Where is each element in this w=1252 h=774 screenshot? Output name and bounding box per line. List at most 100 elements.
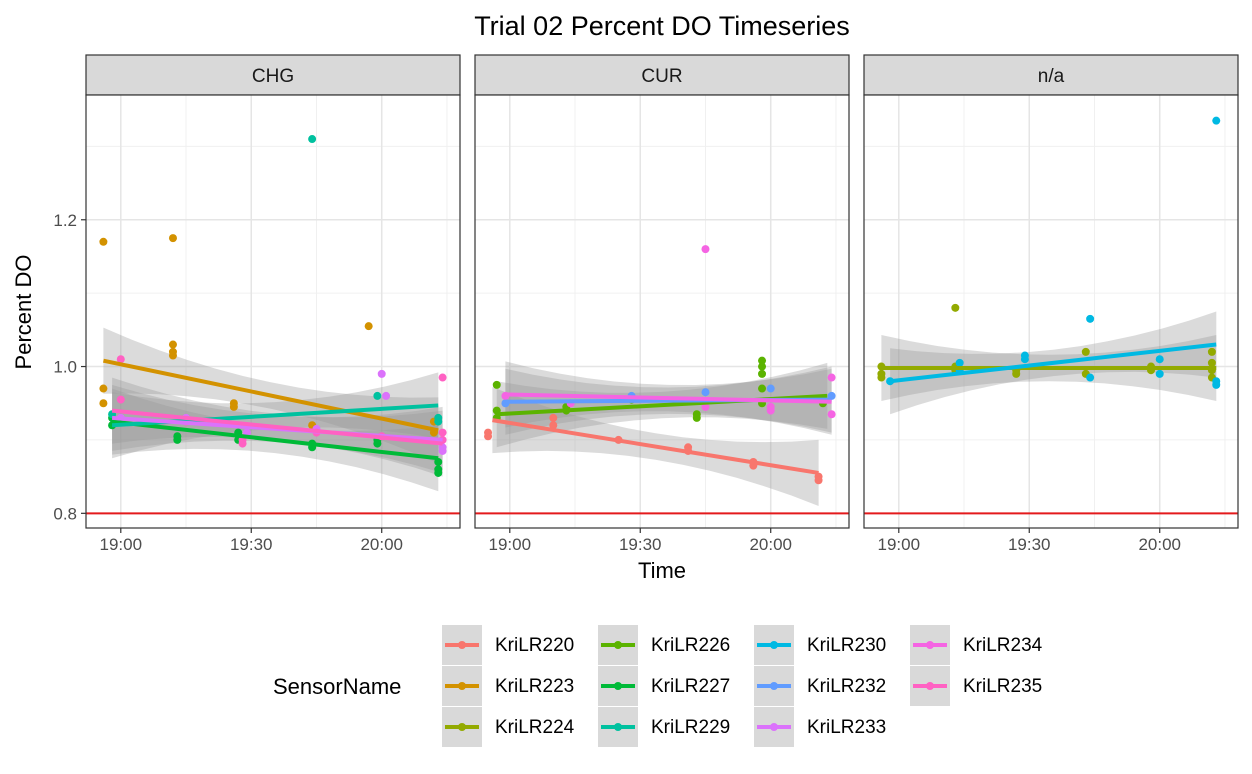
data-point-KriLR223 (229, 402, 238, 411)
data-point-KriLR227 (173, 435, 182, 444)
y-tick-label: 1.2 (53, 211, 77, 230)
data-point-KriLR220 (814, 476, 823, 485)
x-tick-label: 19:30 (619, 535, 662, 554)
data-point-KriLR230 (1020, 355, 1029, 364)
legend-item-KriLR235: KriLR235 (910, 666, 1042, 706)
panel-background (475, 95, 849, 528)
x-tick-label: 19:30 (230, 535, 273, 554)
data-point-KriLR226 (492, 380, 501, 389)
data-point-KriLR224 (1081, 347, 1090, 356)
x-tick-label: 20:00 (1138, 535, 1181, 554)
legend-item-KriLR223: KriLR223 (442, 666, 574, 706)
fit-line-KriLR223 (102, 358, 439, 433)
data-point-KriLR235 (438, 428, 447, 437)
data-point-KriLR234 (827, 373, 836, 382)
data-point-KriLR220 (549, 421, 558, 430)
legend-key-point (770, 723, 778, 731)
legend-item-KriLR224: KriLR224 (442, 707, 575, 747)
facet-strip-label: CHG (252, 66, 294, 87)
fit-line-KriLR227 (111, 419, 439, 461)
legend-key-point (614, 682, 622, 690)
legend-item-KriLR226: KriLR226 (598, 625, 730, 665)
x-tick-label: 19:00 (489, 535, 532, 554)
data-point-KriLR220 (484, 432, 493, 441)
facet-strip (474, 54, 850, 96)
gridlines (864, 95, 1238, 528)
panel-content (877, 116, 1221, 415)
data-point-KriLR235 (116, 395, 125, 404)
panel-background (864, 95, 1238, 528)
data-point-KriLR224 (1207, 347, 1216, 356)
legend-label: KriLR226 (651, 635, 730, 656)
data-point-KriLR226 (758, 384, 767, 393)
data-point-KriLR230 (1212, 116, 1221, 125)
y-tick-label: 0.8 (53, 504, 77, 523)
data-point-KriLR220 (549, 413, 558, 422)
legend-label: KriLR232 (807, 676, 886, 697)
data-point-KriLR234 (701, 402, 710, 411)
data-point-KriLR227 (373, 439, 382, 448)
facet-panel-na: n/a (863, 54, 1239, 529)
legend-item-KriLR234: KriLR234 (910, 625, 1043, 665)
legend-key-point (458, 641, 466, 649)
data-point-KriLR233 (438, 446, 447, 455)
legend-item-KriLR229: KriLR229 (598, 707, 730, 747)
data-point-KriLR230 (955, 358, 964, 367)
data-point-KriLR230 (1155, 369, 1164, 378)
y-tick-label: 1.0 (53, 358, 77, 377)
data-point-KriLR226 (692, 413, 701, 422)
data-point-KriLR235 (238, 439, 247, 448)
x-axis: 19:00 19:30 20:00 19:00 19:30 20:00 19:00 19:30… (100, 528, 1181, 554)
data-point-KriLR226 (758, 356, 767, 365)
legend-label: KriLR234 (963, 635, 1043, 656)
y-axis: 0.8 1.0 1.2 (53, 211, 86, 523)
fit-line-KriLR234 (505, 392, 832, 404)
panel-border (863, 94, 1239, 529)
legend-label: KriLR233 (807, 717, 886, 738)
x-axis-title: Time (638, 558, 686, 583)
data-point-KriLR223 (99, 399, 108, 408)
data-point-KriLR229 (373, 391, 382, 400)
data-point-KriLR229 (434, 417, 443, 426)
legend-key-point (614, 723, 622, 731)
legend-item-KriLR227: KriLR227 (598, 666, 730, 706)
legend-key-point (770, 641, 778, 649)
legend-item-KriLR220: KriLR220 (442, 625, 574, 665)
fit-line-KriLR220 (492, 418, 819, 475)
data-point-KriLR223 (99, 237, 108, 246)
data-point-KriLR230 (1212, 380, 1221, 389)
data-point-KriLR230 (1086, 314, 1095, 323)
x-tick-label: 19:30 (1008, 535, 1051, 554)
data-point-KriLR223 (168, 340, 177, 349)
legend-label: KriLR224 (495, 717, 575, 738)
x-tick-label: 19:00 (100, 535, 143, 554)
legend-item-KriLR233: KriLR233 (754, 707, 886, 747)
facet-strip-label: CUR (641, 66, 682, 87)
data-point-KriLR224 (951, 303, 960, 312)
data-point-KriLR232 (766, 384, 775, 393)
facet-strip (863, 54, 1239, 96)
data-point-KriLR230 (1086, 373, 1095, 382)
data-point-KriLR224 (1207, 358, 1216, 367)
legend-item-KriLR230: KriLR230 (754, 625, 886, 665)
legend-label: KriLR223 (495, 676, 574, 697)
legend-key-point (770, 682, 778, 690)
fit-line-KriLR230 (889, 342, 1217, 384)
data-point-KriLR234 (827, 410, 836, 419)
panel-border (85, 94, 461, 529)
facet-strip-label: n/a (1038, 66, 1065, 87)
panel-border (474, 94, 850, 529)
data-point-KriLR226 (758, 369, 767, 378)
data-point-KriLR233 (377, 369, 386, 378)
facet-panel-chg: CHG (85, 54, 461, 529)
legend-label: KriLR227 (651, 676, 730, 697)
data-point-KriLR224 (877, 373, 886, 382)
legend-key-point (614, 641, 622, 649)
data-point-KriLR234 (766, 406, 775, 415)
x-tick-label: 19:00 (878, 535, 921, 554)
data-point-KriLR235 (438, 373, 447, 382)
data-point-KriLR227 (434, 468, 443, 477)
data-point-KriLR233 (382, 391, 391, 400)
legend: KriLR220 KriLR223 KriLR224 KriLR226 KriLR227… (442, 625, 1043, 747)
